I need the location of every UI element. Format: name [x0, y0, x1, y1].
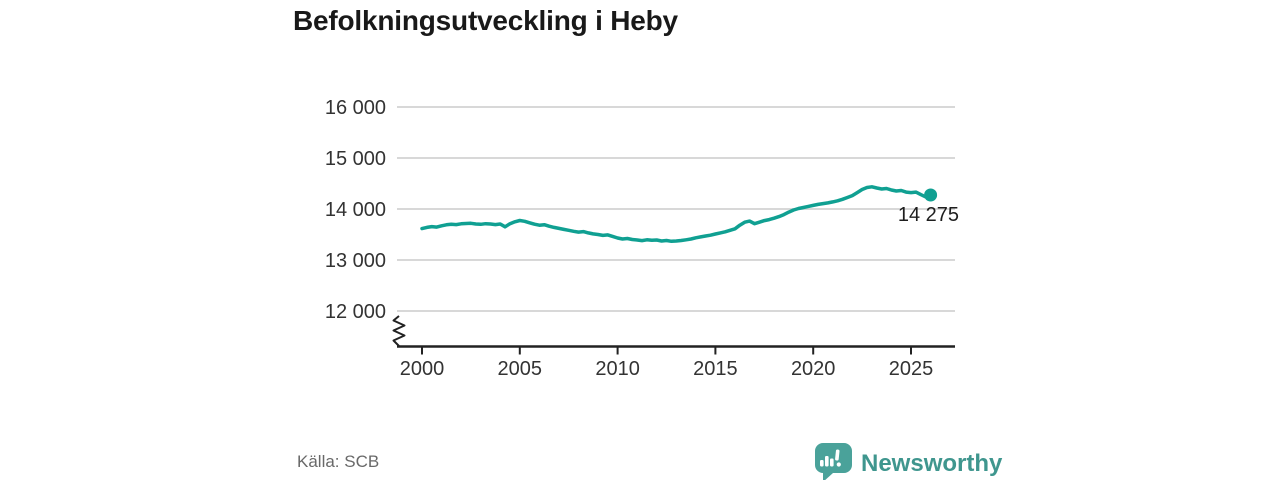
x-axis-tick-label: 2015 — [693, 358, 738, 380]
gridlines — [397, 106, 955, 312]
x-axis-tick-label: 2025 — [889, 358, 934, 380]
bar-chart-glyph — [820, 449, 841, 467]
population-line — [420, 185, 933, 244]
y-axis-tick-label: 12 000 — [325, 301, 386, 323]
newsworthy-logo-icon — [815, 443, 852, 480]
y-axis-tick-label: 14 000 — [325, 199, 386, 221]
latest-point-marker — [924, 188, 938, 202]
latest-value-label: 14 275 — [898, 204, 959, 226]
x-axis-labels: 2000 2005 2010 2015 2020 2025 — [400, 358, 934, 380]
y-axis-tick-label: 13 000 — [325, 250, 386, 272]
source-label: Källa: SCB — [297, 452, 380, 471]
newsworthy-brand: Newsworthy — [812, 441, 1002, 480]
x-axis-tick-label: 2005 — [498, 358, 543, 380]
chart-title: Befolkningsutveckling i Heby — [293, 5, 678, 36]
x-axis-tick-label: 2000 — [400, 358, 445, 380]
brand-name: Newsworthy — [861, 450, 1003, 477]
axis-break-icon — [392, 315, 406, 347]
x-axis-tick-label: 2020 — [791, 358, 836, 380]
x-axis-ticks — [421, 347, 912, 355]
y-axis-tick-label: 15 000 — [325, 148, 386, 170]
y-axis-labels: 16 000 15 000 14 000 13 000 12 000 — [325, 97, 386, 323]
x-axis-tick-label: 2010 — [595, 358, 640, 380]
y-axis-tick-label: 16 000 — [325, 97, 386, 119]
